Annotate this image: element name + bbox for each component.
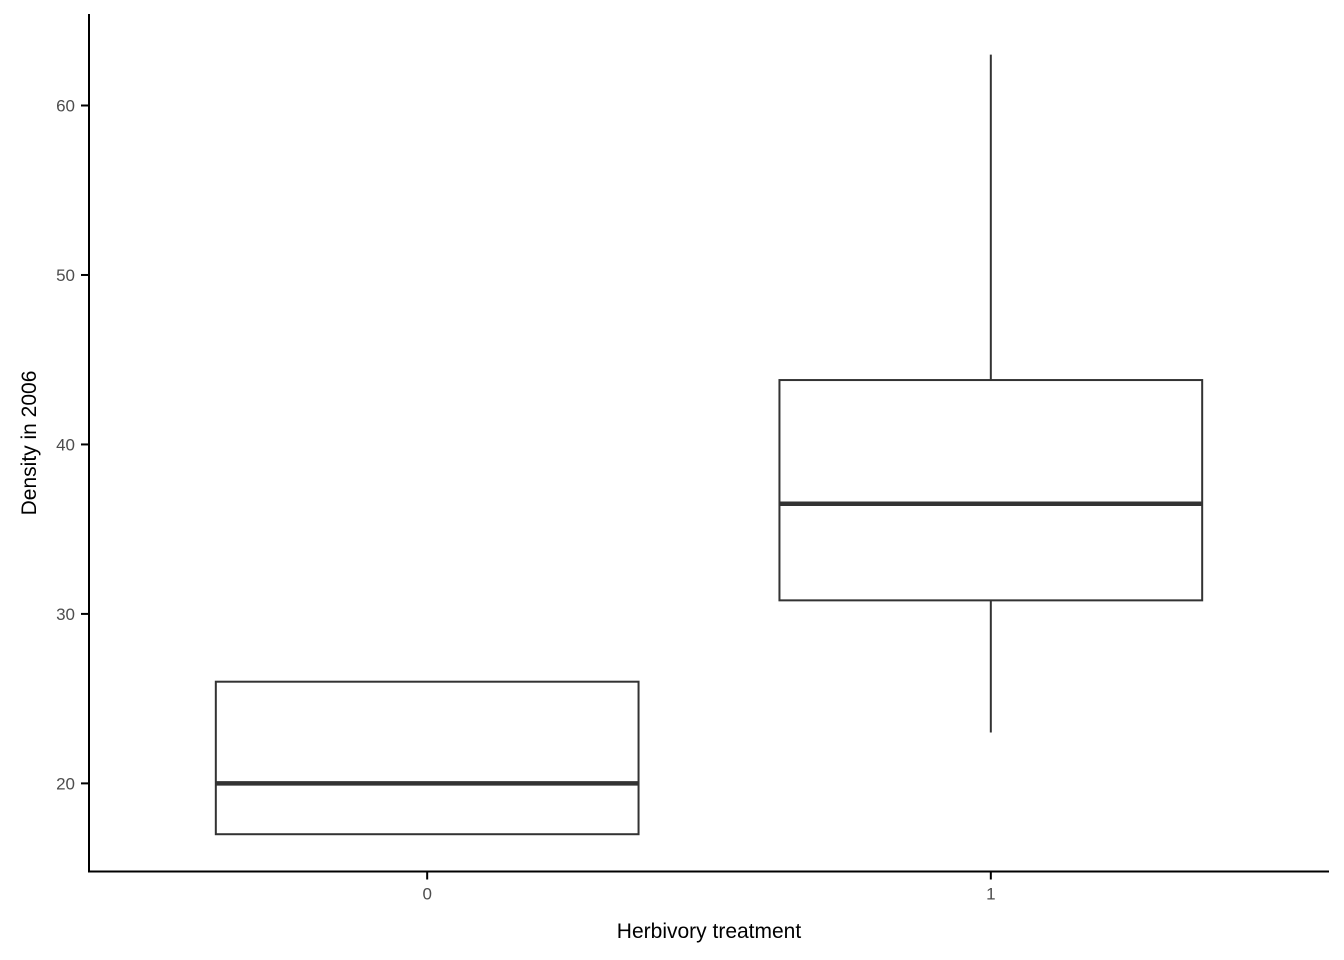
y-tick-label: 40 [56,435,75,454]
x-tick-label: 1 [986,885,995,904]
x-tick-label: 0 [422,885,431,904]
y-axis-title: Density in 2006 [18,371,41,516]
x-axis-title: Herbivory treatment [617,920,802,943]
y-tick-label: 50 [56,266,75,285]
box [214,680,640,836]
chart-layer: 20 30 40 50 60 0 1 [56,14,1329,904]
y-tick-label: 30 [56,605,75,624]
y-tick-label: 20 [56,774,75,793]
y-tick-label: 60 [56,97,75,116]
box [778,379,1204,602]
